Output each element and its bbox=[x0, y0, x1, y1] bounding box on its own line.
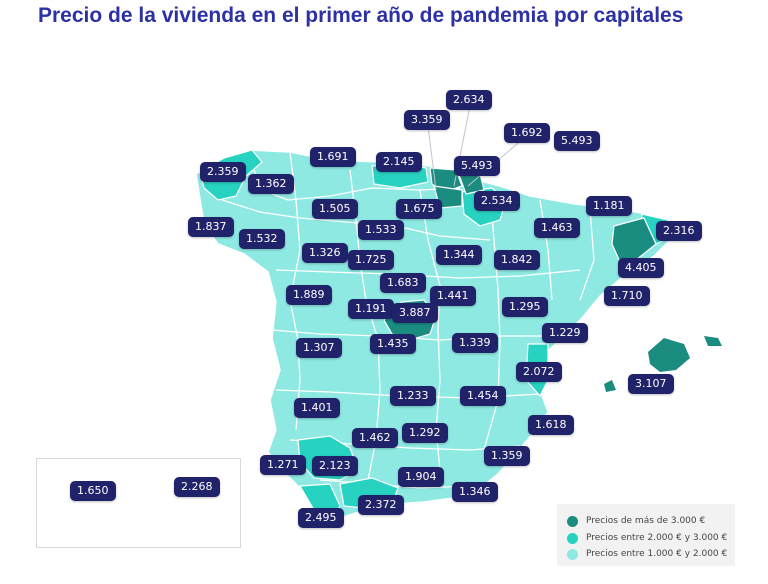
price-label-ourense: 1.362 bbox=[248, 174, 294, 194]
legend-item-mid: Precios entre 2.000 € y 3.000 € bbox=[567, 531, 727, 545]
menorca bbox=[704, 336, 722, 346]
price-label-soria: 1.344 bbox=[436, 245, 482, 265]
price-label-pontevedra: 1.837 bbox=[188, 217, 234, 237]
balearic-islands bbox=[604, 336, 722, 392]
price-label-salamanca: 1.889 bbox=[286, 285, 332, 305]
price-label-malaga: 2.372 bbox=[358, 495, 404, 515]
legend-label-high: Precios de más de 3.000 € bbox=[586, 516, 706, 526]
price-label-albacete: 1.454 bbox=[460, 386, 506, 406]
price-label-toledo: 1.435 bbox=[370, 334, 416, 354]
price-label-madrid: 3.887 bbox=[392, 303, 438, 323]
price-label-cordoba: 1.462 bbox=[352, 428, 398, 448]
price-label-granada: 1.904 bbox=[398, 467, 444, 487]
mallorca bbox=[648, 338, 690, 372]
price-label-guadalajara: 1.441 bbox=[430, 286, 476, 306]
price-label-almeria: 1.346 bbox=[452, 482, 498, 502]
price-label-palencia: 1.533 bbox=[358, 220, 404, 240]
price-label-zamora: 1.326 bbox=[302, 243, 348, 263]
legend-label-low: Precios entre 1.000 € y 2.000 € bbox=[586, 549, 728, 559]
price-label-cuenca: 1.339 bbox=[452, 333, 498, 353]
legend-swatch-low bbox=[567, 548, 578, 560]
price-label-teruel: 1.295 bbox=[502, 297, 548, 317]
price-label-gipuzkoa: 5.493 bbox=[554, 131, 600, 151]
price-label-huesca: 1.463 bbox=[534, 218, 580, 238]
price-label-alava: 3.359 bbox=[404, 110, 450, 130]
price-label-girona: 2.316 bbox=[656, 221, 702, 241]
page-title: Precio de la vivienda en el primer año d… bbox=[38, 4, 684, 27]
legend-item-low: Precios entre 1.000 € y 2.000 € bbox=[567, 547, 727, 561]
price-label-cadiz: 2.495 bbox=[298, 508, 344, 528]
legend-label-mid: Precios entre 2.000 € y 3.000 € bbox=[586, 533, 728, 543]
price-label-leon: 1.505 bbox=[312, 199, 358, 219]
ibiza bbox=[604, 380, 616, 392]
price-label-coruna: 2.359 bbox=[200, 162, 246, 182]
price-label-bilbao: 2.634 bbox=[446, 90, 492, 110]
price-label-sevilla: 2.123 bbox=[312, 456, 358, 476]
price-label-baleares: 3.107 bbox=[628, 374, 674, 394]
price-label-ciudad-real: 1.233 bbox=[390, 386, 436, 406]
price-label-donostia: 1.692 bbox=[504, 123, 550, 143]
price-label-zamora-west: 1.532 bbox=[239, 229, 285, 249]
price-label-murcia: 1.359 bbox=[484, 446, 530, 466]
canary-islands-inset bbox=[36, 458, 241, 548]
price-label-castellon: 1.229 bbox=[542, 323, 588, 343]
price-label-valladolid: 1.725 bbox=[348, 250, 394, 270]
legend-swatch-high bbox=[567, 515, 578, 527]
price-label-avila: 1.191 bbox=[348, 299, 394, 319]
price-label-caceres: 1.307 bbox=[296, 338, 342, 358]
legend: Precios de más de 3.000 € Precios entre … bbox=[557, 504, 735, 566]
price-label-badajoz: 1.401 bbox=[294, 398, 340, 418]
legend-item-high: Precios de más de 3.000 € bbox=[567, 514, 705, 528]
price-label-zaragoza: 1.842 bbox=[494, 250, 540, 270]
price-label-alicante: 1.618 bbox=[528, 415, 574, 435]
price-label-lugo: 1.691 bbox=[310, 147, 356, 167]
price-label-valencia: 2.072 bbox=[516, 362, 562, 382]
price-label-lleida: 1.181 bbox=[586, 196, 632, 216]
price-label-segovia: 1.683 bbox=[380, 273, 426, 293]
price-label-burgos: 1.675 bbox=[396, 199, 442, 219]
price-label-huelva: 1.271 bbox=[260, 455, 306, 475]
price-label-tenerife: 1.650 bbox=[70, 481, 116, 501]
price-label-santander: 2.145 bbox=[376, 152, 422, 172]
price-label-tarragona: 1.710 bbox=[604, 286, 650, 306]
price-label-navarra: 2.534 bbox=[474, 191, 520, 211]
legend-swatch-mid bbox=[567, 532, 578, 544]
price-label-las-palmas: 2.268 bbox=[174, 477, 220, 497]
price-label-vizcaya: 5.493 bbox=[454, 156, 500, 176]
price-label-jaen: 1.292 bbox=[402, 423, 448, 443]
price-label-barcelona: 4.405 bbox=[618, 258, 664, 278]
